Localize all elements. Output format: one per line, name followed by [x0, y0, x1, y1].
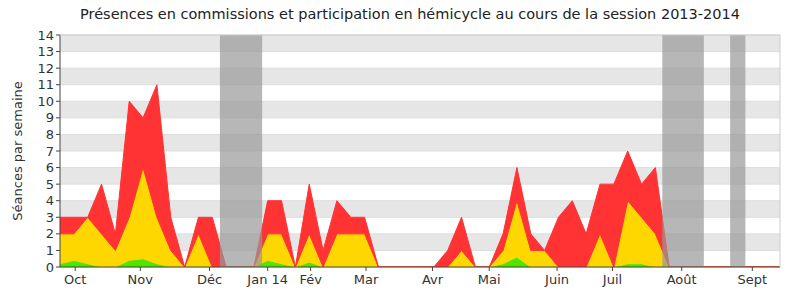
y-tick-label: 11	[37, 77, 54, 92]
x-tick-label: Fév	[299, 272, 322, 287]
y-tick	[56, 134, 60, 135]
x-tick-label: Sept	[738, 272, 768, 287]
shaded-band	[662, 35, 704, 267]
x-tick	[489, 267, 490, 271]
plot-frame	[60, 35, 780, 36]
y-tick	[56, 267, 60, 268]
y-tick-label: 14	[37, 28, 54, 43]
y-tick-label: 4	[46, 193, 54, 208]
y-tick	[56, 200, 60, 201]
x-tick	[310, 267, 311, 271]
grid-line	[60, 267, 780, 268]
x-tick-label: Avr	[422, 272, 444, 287]
y-tick-label: 6	[46, 160, 54, 175]
y-tick	[56, 167, 60, 168]
y-axis	[60, 35, 61, 267]
y-tick	[56, 250, 60, 251]
x-tick-label: Nov	[128, 272, 154, 287]
y-tick	[56, 217, 60, 218]
y-tick	[56, 233, 60, 234]
y-tick-label: 1	[46, 243, 54, 258]
y-tick-label: 13	[37, 44, 54, 59]
shaded-band	[220, 35, 262, 267]
x-tick	[267, 267, 268, 271]
x-tick-label: Juin	[544, 272, 569, 287]
x-tick-label: Août	[667, 272, 697, 287]
grid-line	[60, 35, 780, 36]
y-tick-label: 7	[46, 144, 54, 159]
x-tick-label: Mar	[354, 272, 379, 287]
x-tick	[75, 267, 76, 271]
y-tick-label: 3	[46, 210, 54, 225]
x-tick-label: Mai	[478, 272, 501, 287]
shaded-band	[730, 35, 745, 267]
x-tick	[681, 267, 682, 271]
y-tick-label: 9	[46, 110, 54, 125]
x-tick-label: Juil	[602, 272, 622, 287]
y-tick	[56, 35, 60, 36]
x-tick-label: Jan 14	[246, 272, 288, 287]
x-tick	[209, 267, 210, 271]
y-tick	[56, 184, 60, 185]
y-tick-label: 5	[46, 177, 54, 192]
chart: 01234567891011121314OctNovDécJan 14FévMa…	[0, 0, 800, 300]
y-tick	[56, 117, 60, 118]
x-tick-label: Oct	[64, 272, 86, 287]
x-tick	[366, 267, 367, 271]
x-tick	[432, 267, 433, 271]
x-tick	[140, 267, 141, 271]
y-tick	[56, 84, 60, 85]
y-tick	[56, 51, 60, 52]
y-tick	[56, 151, 60, 152]
y-tick	[56, 101, 60, 102]
plot-background	[60, 35, 780, 267]
y-tick	[56, 68, 60, 69]
y-tick-label: 0	[46, 260, 54, 275]
x-tick	[557, 267, 558, 271]
title: Présences en commissions et participatio…	[80, 6, 740, 22]
areas	[60, 35, 780, 267]
y-tick-label: 2	[46, 226, 54, 241]
x-axis	[60, 267, 780, 268]
y-tick-label: 10	[37, 94, 54, 109]
y-tick-label: 12	[37, 61, 54, 76]
y-tick-label: 8	[46, 127, 54, 142]
x-tick-label: Déc	[197, 272, 222, 287]
plot-frame	[780, 35, 781, 267]
x-tick	[612, 267, 613, 271]
y-axis-label: Séances par semaine	[10, 81, 25, 220]
x-tick	[752, 267, 753, 271]
